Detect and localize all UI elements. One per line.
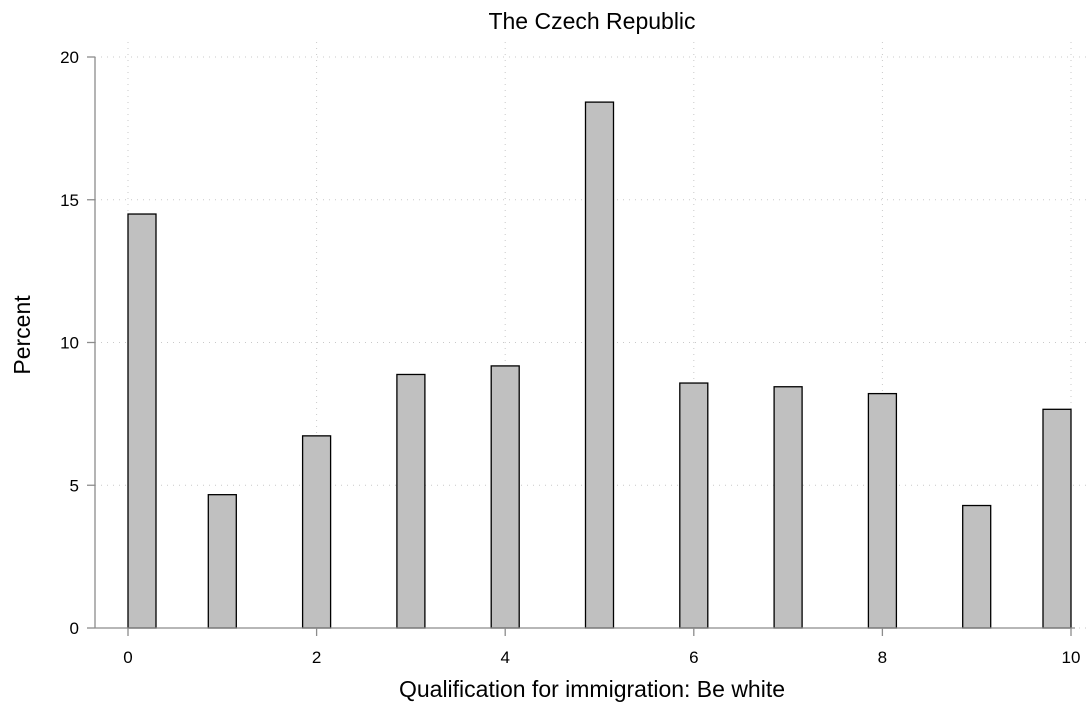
bar-9 [962,504,992,629]
axes [87,56,1075,636]
bar-3 [396,373,426,629]
x-tick-label: 6 [689,648,698,667]
y-tick-label: 20 [60,48,79,67]
y-axis-label: Percent [9,295,35,375]
bar-4 [490,365,520,629]
x-tick-label: 8 [878,648,887,667]
x-tick-label: 10 [1062,648,1081,667]
y-tick-label: 10 [60,334,79,353]
bar-0 [127,213,157,629]
bar-6 [679,382,709,629]
x-tick-label: 0 [123,648,132,667]
y-tick-label: 15 [60,191,79,210]
x-axis-label: Qualification for immigration: Be white [399,676,785,702]
bars [127,101,1072,629]
y-tick-label: 5 [70,476,79,495]
x-tick-label: 4 [500,648,509,667]
bar-8 [867,392,898,629]
y-tick-label: 0 [70,619,79,638]
bar-10 [1042,408,1072,629]
bar-7 [773,386,803,629]
x-tick-label: 2 [312,648,321,667]
bar-2 [301,435,332,629]
chart-title: The Czech Republic [488,8,695,34]
bar-5 [584,101,615,629]
tick-labels: 0 5 10 15 20 0 2 4 6 8 10 [60,48,1080,667]
bar-1 [207,494,237,629]
